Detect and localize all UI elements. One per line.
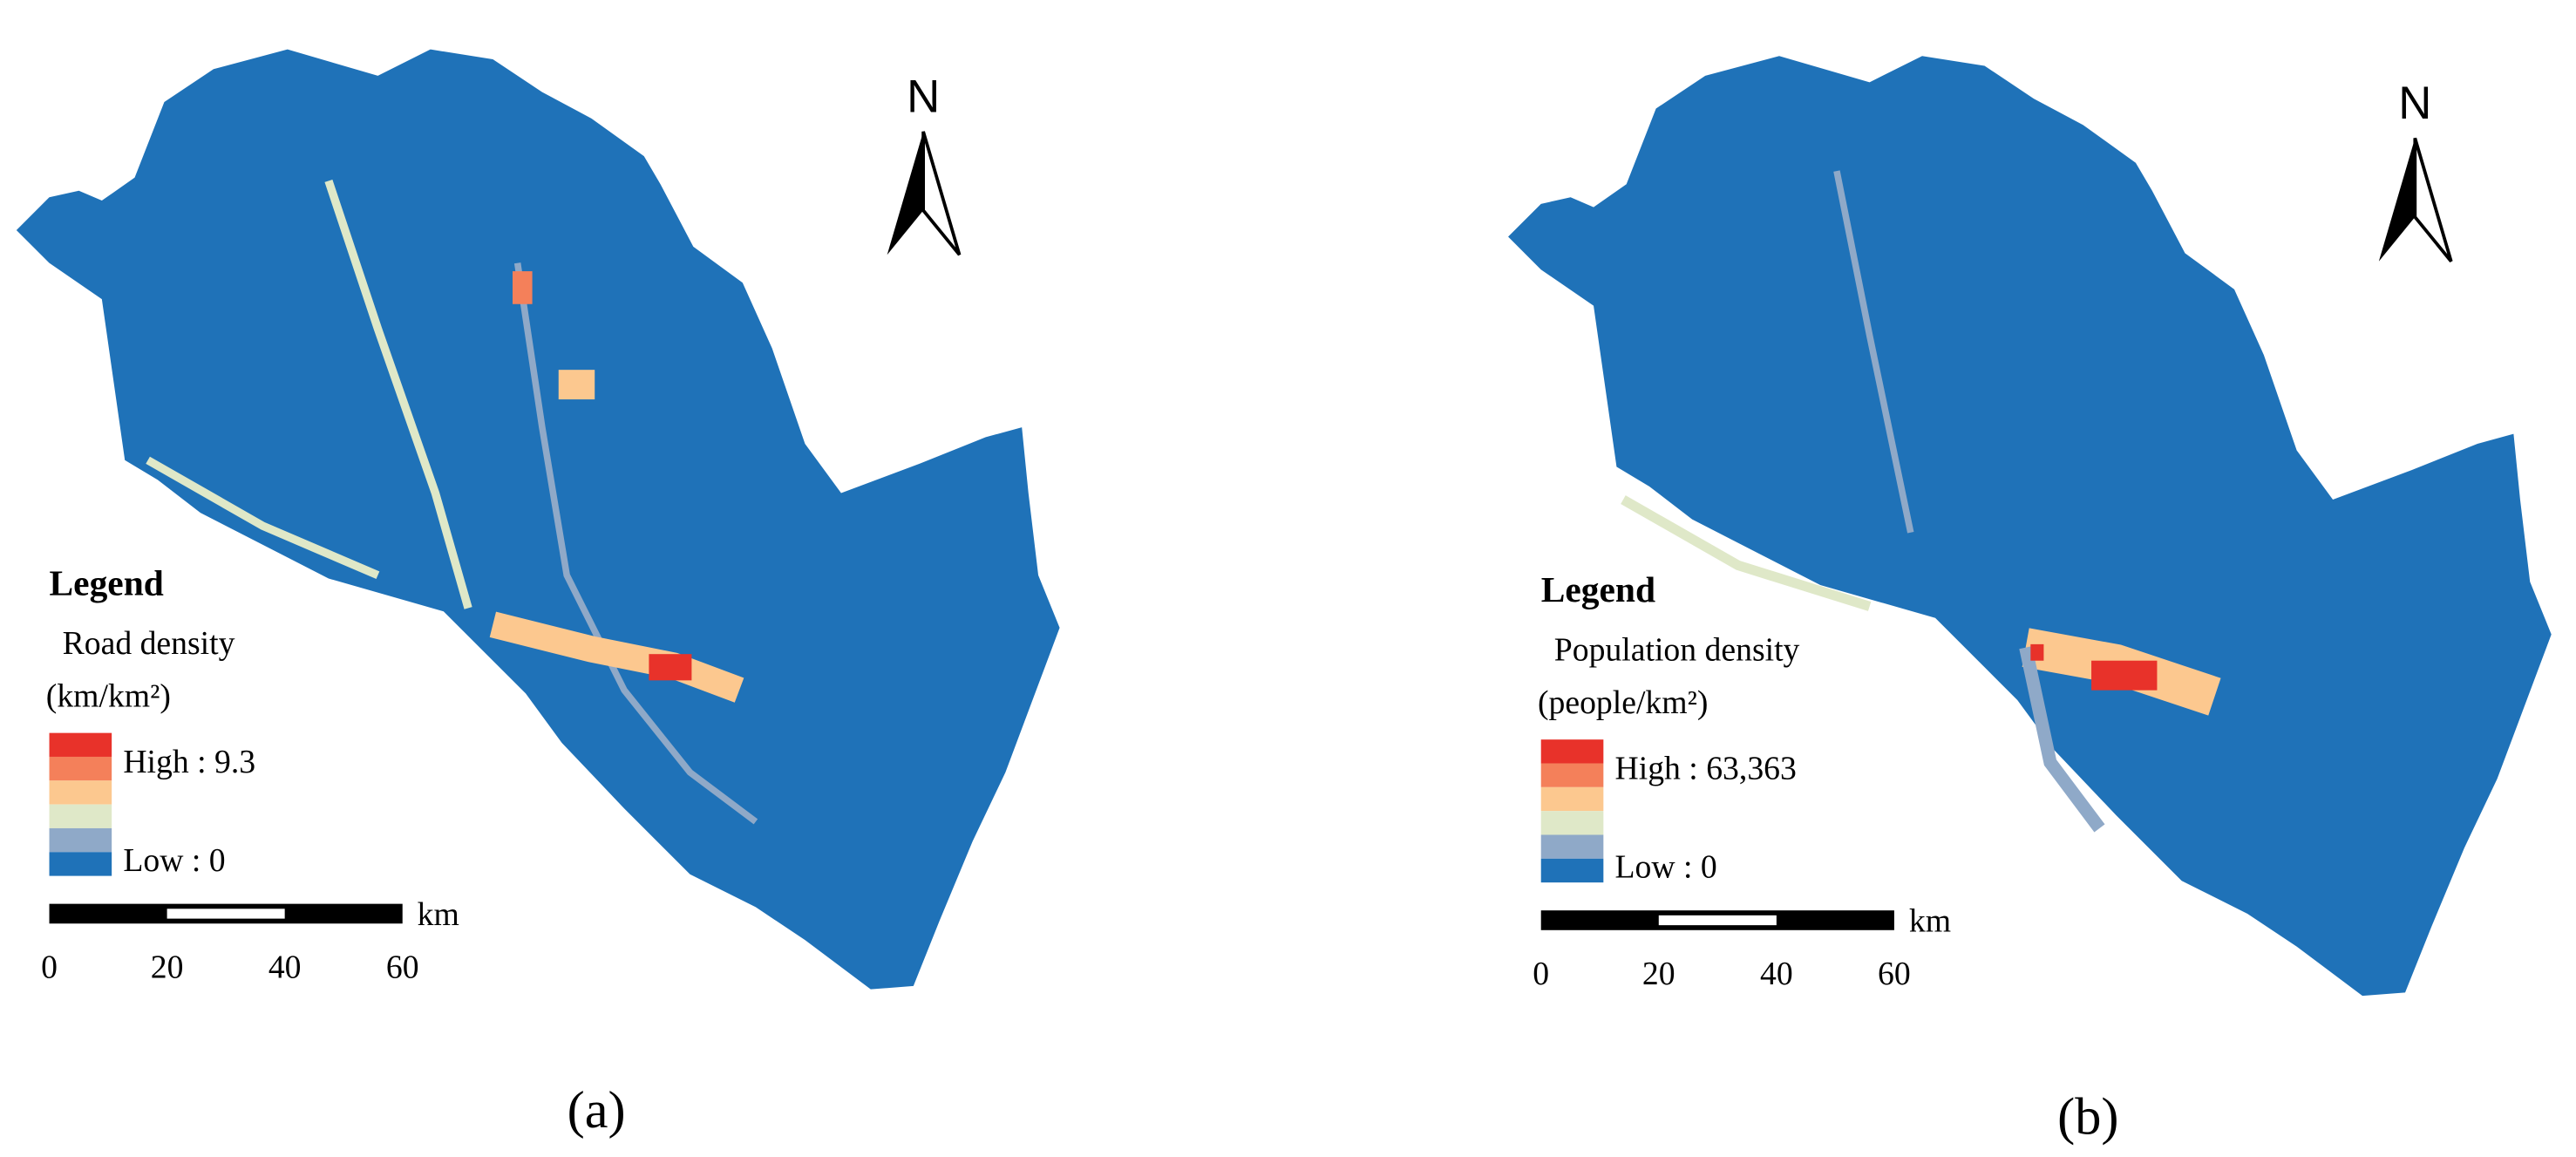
map-panel: N Legend Population density (people/km²) Hig…: [1508, 56, 2552, 1146]
scale-bar-unit: km: [418, 896, 459, 933]
north-arrow-right: [921, 131, 962, 256]
scale-bar-label: 20: [151, 949, 184, 985]
north-arrow-left: [887, 131, 924, 255]
scale-bar-label: 20: [1642, 956, 1675, 992]
legend-title: Legend: [50, 562, 164, 602]
legend-swatch: [1540, 786, 1604, 812]
scale-bar-label: 0: [41, 949, 58, 985]
legend-low: Low : 0: [1615, 848, 1717, 885]
legend-swatch: [49, 732, 112, 757]
legend-unit: (km/km²): [46, 677, 171, 714]
scale-bar-segment: [167, 909, 285, 919]
scale-bar-label: 40: [1760, 956, 1793, 992]
legend-unit: (people/km²): [1538, 684, 1709, 721]
legend-swatch: [1540, 739, 1604, 764]
scale-bar-label: 0: [1533, 956, 1549, 992]
legend-swatch: [49, 852, 112, 876]
legend-swatch: [1540, 858, 1604, 883]
legend-title: Legend: [1541, 569, 1655, 609]
legend-swatch: [49, 756, 112, 781]
north-label: N: [907, 71, 940, 122]
north-label: N: [2398, 78, 2431, 129]
legend-field: Population density: [1554, 632, 1800, 669]
scale-bar-segment: [1658, 915, 1777, 926]
legend-swatch: [49, 780, 112, 805]
scale-bar-unit: km: [1909, 903, 1951, 940]
legend-high: High : 63,363: [1615, 750, 1797, 786]
map-panel: N Legend Road density (km/km²) High : 9.3 Low…: [16, 49, 1060, 1140]
legend-swatch: [1540, 811, 1604, 835]
panel-caption: (b): [2057, 1087, 2118, 1146]
legend-field: Road density: [63, 625, 235, 662]
north-arrow-left: [2378, 138, 2416, 262]
scale-bar-label: 60: [1878, 956, 1911, 992]
panel-caption: (a): [568, 1081, 626, 1140]
scale-bar-label: 60: [386, 949, 419, 985]
legend-swatch: [49, 827, 112, 853]
legend-low: Low : 0: [123, 842, 225, 879]
legend-swatch: [49, 804, 112, 828]
legend-swatch: [1540, 763, 1604, 787]
scale-bar-label: 40: [268, 949, 302, 985]
legend-high: High : 9.3: [123, 744, 255, 780]
north-arrow-right: [2413, 137, 2453, 262]
legend-swatch: [1540, 834, 1604, 859]
